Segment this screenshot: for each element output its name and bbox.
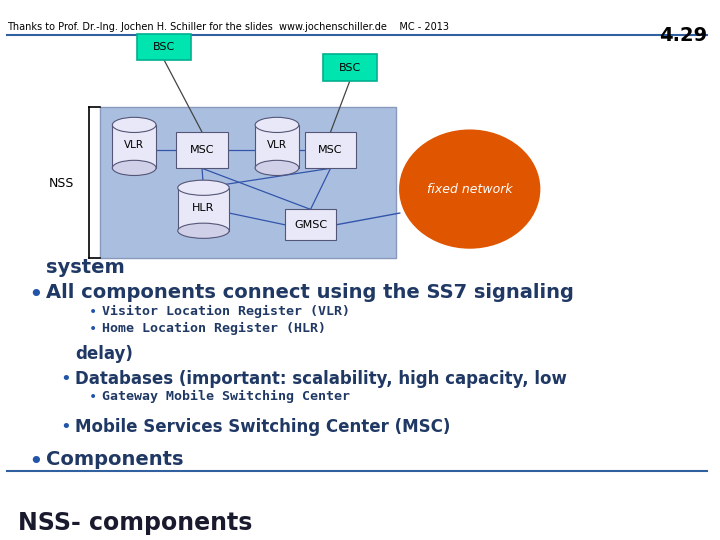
Text: Gateway Mobile Switching Center: Gateway Mobile Switching Center	[102, 390, 350, 403]
Text: VLR: VLR	[267, 140, 287, 150]
Ellipse shape	[255, 117, 299, 132]
Ellipse shape	[178, 223, 229, 238]
Text: Home Location Register (HLR): Home Location Register (HLR)	[102, 322, 326, 335]
FancyBboxPatch shape	[112, 125, 156, 168]
Ellipse shape	[178, 180, 229, 195]
Text: Visitor Location Register (VLR): Visitor Location Register (VLR)	[102, 305, 350, 318]
FancyBboxPatch shape	[323, 55, 377, 81]
Text: VLR: VLR	[125, 140, 144, 150]
FancyBboxPatch shape	[285, 210, 336, 240]
FancyBboxPatch shape	[255, 125, 299, 168]
Text: Databases (important: scalability, high capacity, low: Databases (important: scalability, high …	[75, 370, 567, 388]
Text: HLR: HLR	[192, 202, 215, 213]
Ellipse shape	[400, 131, 539, 248]
Ellipse shape	[112, 160, 156, 176]
FancyBboxPatch shape	[138, 33, 191, 60]
Text: •: •	[60, 418, 71, 436]
Text: MSC: MSC	[190, 145, 215, 155]
Text: •: •	[89, 390, 97, 404]
Ellipse shape	[112, 117, 156, 132]
Text: delay): delay)	[75, 345, 132, 363]
Text: MSC: MSC	[318, 145, 343, 155]
Text: •: •	[89, 322, 97, 336]
Ellipse shape	[255, 160, 299, 176]
Text: 4.29: 4.29	[659, 25, 707, 45]
FancyBboxPatch shape	[176, 132, 228, 168]
Text: BSC: BSC	[153, 42, 175, 52]
Text: fixed network: fixed network	[427, 183, 513, 195]
Text: All components connect using the SS7 signaling: All components connect using the SS7 sig…	[46, 284, 575, 302]
Text: BSC: BSC	[338, 63, 361, 73]
FancyBboxPatch shape	[305, 132, 356, 168]
Text: NSS: NSS	[48, 177, 74, 190]
Text: •: •	[60, 370, 71, 388]
Text: NSS- components: NSS- components	[18, 511, 252, 535]
Text: Mobile Services Switching Center (MSC): Mobile Services Switching Center (MSC)	[75, 418, 450, 436]
Text: •: •	[89, 305, 97, 319]
Text: Thanks to Prof. Dr.-Ing. Jochen H. Schiller for the slides  www.jochenschiller.d: Thanks to Prof. Dr.-Ing. Jochen H. Schil…	[7, 22, 449, 32]
Text: GMSC: GMSC	[294, 220, 327, 230]
FancyBboxPatch shape	[178, 188, 229, 231]
Text: system: system	[46, 258, 125, 277]
FancyBboxPatch shape	[100, 106, 396, 258]
Text: •: •	[29, 284, 43, 307]
Text: Components: Components	[46, 450, 184, 469]
Text: •: •	[29, 450, 43, 474]
